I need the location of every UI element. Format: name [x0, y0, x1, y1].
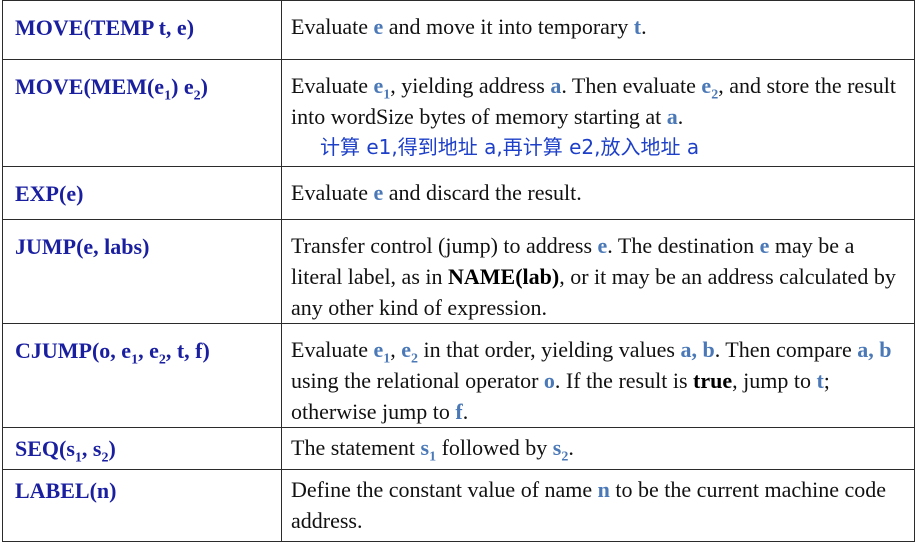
statement-description-cell: Transfer control (jump) to address e. Th… [281, 219, 915, 324]
statement-keyword: JUMP(e, labs) [15, 234, 150, 259]
table-row: EXP(e) Evaluate e and discard the result… [2, 166, 915, 220]
statement-keyword: LABEL(n) [15, 478, 117, 503]
table-row: SEQ(s1, s2) The statement s1 followed by… [2, 427, 915, 470]
statement-name-cell: EXP(e) [2, 166, 282, 220]
statement-description-cell: Define the constant value of name n to b… [281, 469, 915, 542]
statement-name-cell: LABEL(n) [2, 469, 282, 542]
statement-description: The statement s1 followed by s2. [291, 435, 574, 465]
statement-description-cell: Evaluate e and discard the result. [281, 166, 915, 220]
statement-keyword: MOVE(MEM(e1) e2) [15, 74, 208, 104]
table-row: MOVE(MEM(e1) e2) Evaluate e1, yielding a… [2, 59, 915, 167]
statement-description: Evaluate e1, e2 in that order, yielding … [291, 337, 892, 424]
statement-keyword: CJUMP(o, e1, e2, t, f) [15, 338, 210, 368]
statement-keyword: MOVE(TEMP t, e) [15, 15, 195, 40]
table-row: LABEL(n) Define the constant value of na… [2, 469, 915, 542]
statement-description-cell: The statement s1 followed by s2. [281, 427, 915, 470]
statement-description: Transfer control (jump) to address e. Th… [291, 233, 896, 320]
statement-keyword: SEQ(s1, s2) [15, 436, 116, 466]
statement-description-cell: Evaluate e and move it into temporary t. [281, 0, 915, 60]
statement-description: Evaluate e and move it into temporary t. [291, 14, 647, 39]
statement-name-cell: JUMP(e, labs) [2, 219, 282, 324]
statement-name-cell: CJUMP(o, e1, e2, t, f) [2, 323, 282, 428]
statement-description: Evaluate e1, yielding address a. Then ev… [291, 73, 896, 129]
statement-description: Evaluate e and discard the result. [291, 180, 582, 205]
statement-name-cell: MOVE(MEM(e1) e2) [2, 59, 282, 167]
chinese-note: 计算 e1,得到地址 a,再计算 e2,放入地址 a [320, 135, 700, 159]
statement-name-cell: SEQ(s1, s2) [2, 427, 282, 470]
statement-description-cell: Evaluate e1, e2 in that order, yielding … [281, 323, 915, 428]
statement-name-cell: MOVE(TEMP t, e) [2, 0, 282, 60]
table-row: CJUMP(o, e1, e2, t, f) Evaluate e1, e2 i… [2, 323, 915, 428]
table-row: MOVE(TEMP t, e) Evaluate e and move it i… [2, 0, 915, 60]
statement-keyword: EXP(e) [15, 181, 84, 206]
table-row: JUMP(e, labs) Transfer control (jump) to… [2, 219, 915, 324]
statement-description-cell: Evaluate e1, yielding address a. Then ev… [281, 59, 915, 167]
statement-description: Define the constant value of name n to b… [291, 477, 887, 533]
